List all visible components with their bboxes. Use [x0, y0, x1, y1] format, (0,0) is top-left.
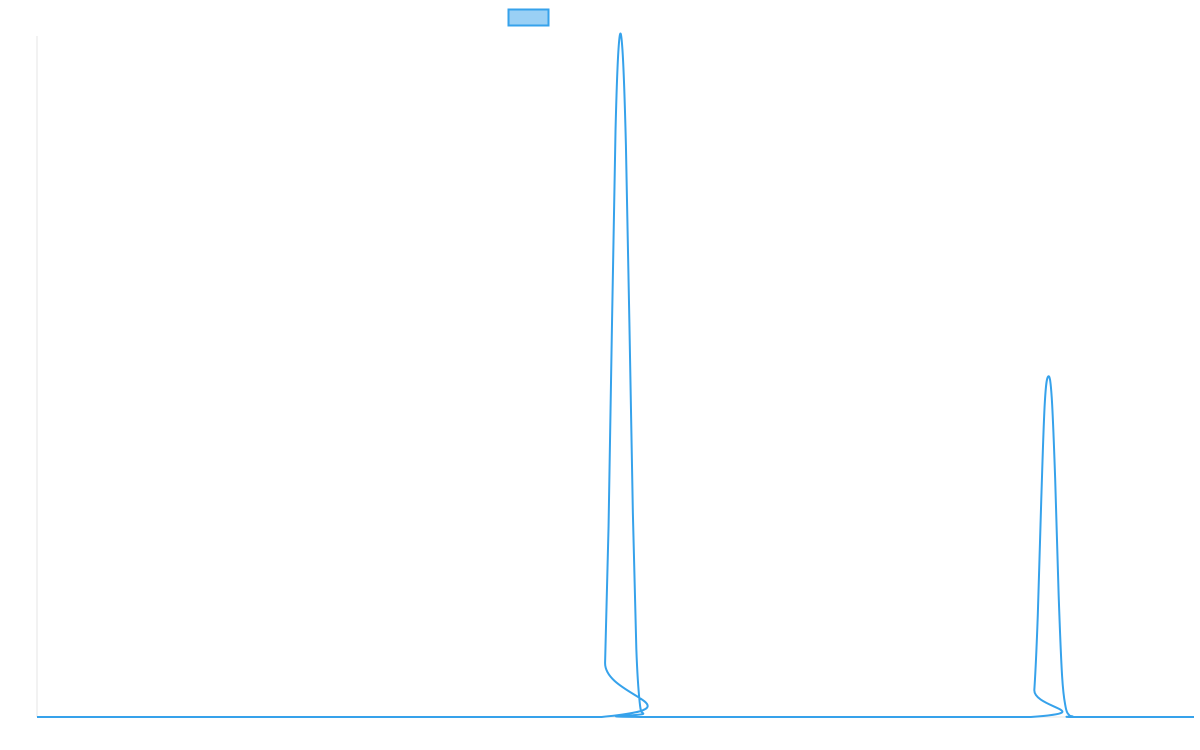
- series-layer: [36, 32, 1194, 719]
- series-line-0[interactable]: [36, 32, 1194, 719]
- legend[interactable]: [507, 8, 550, 27]
- legend-swatch[interactable]: [507, 8, 550, 27]
